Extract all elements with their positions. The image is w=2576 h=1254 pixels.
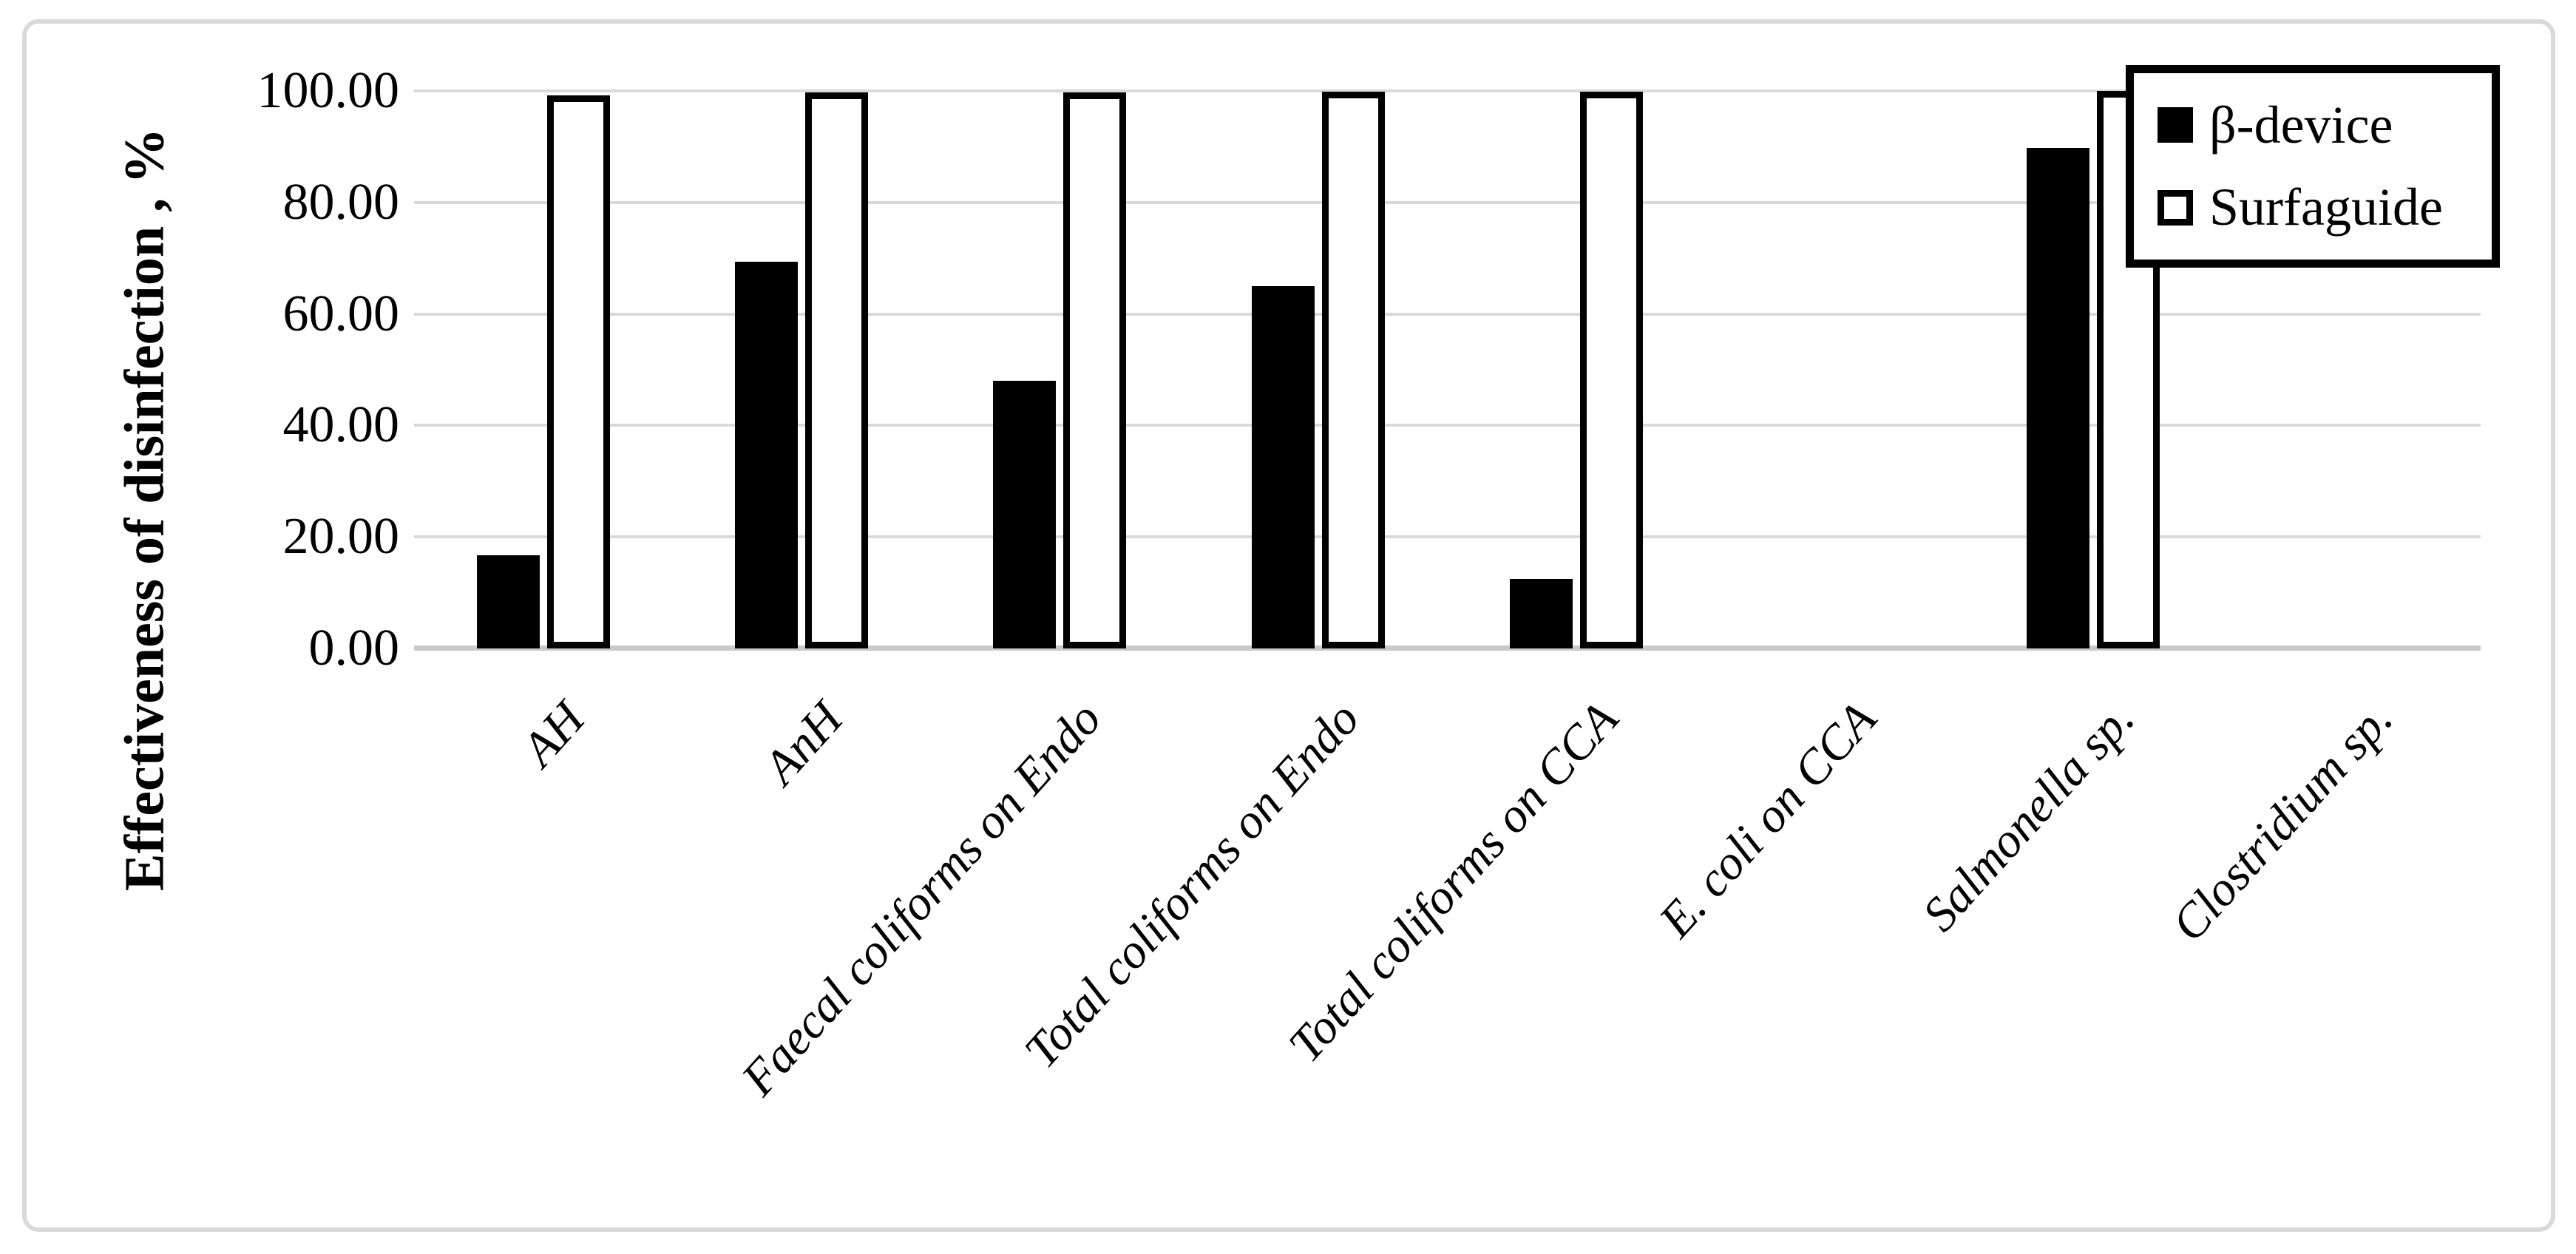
legend-item-surfaguide: Surfaguide — [2158, 177, 2492, 238]
x-axis-line — [414, 645, 2481, 651]
surfaguide-swatch-icon — [2158, 189, 2193, 226]
y-axis-title: Effectiveness of disinfection , % — [113, 127, 176, 892]
legend-label: Surfaguide — [2209, 177, 2443, 237]
legend: β-device Surfaguide — [2126, 65, 2500, 268]
plot-area — [414, 89, 2481, 651]
legend-label: β-device — [2209, 95, 2393, 155]
bar-beta-device-AH — [476, 555, 540, 648]
legend-item-beta-device: β-device — [2158, 95, 2492, 156]
y-tick-label: 0.00 — [308, 620, 400, 677]
y-tick-label: 100.00 — [257, 62, 400, 119]
y-tick-label: 20.00 — [282, 508, 400, 566]
bar-surfaguide-Total-coliforms-on-Endo — [1321, 92, 1385, 648]
bar-beta-device-AnH — [735, 262, 799, 648]
bar-surfaguide-AnH — [805, 92, 869, 648]
bar-beta-device-Total-coliforms-on-Endo — [1251, 286, 1315, 648]
bar-beta-device-Faecal-coliforms-on-Endo — [993, 381, 1057, 648]
y-tick-label: 60.00 — [282, 285, 400, 342]
bar-surfaguide-Total-coliforms-on-CCA — [1580, 92, 1644, 648]
y-tick-label: 80.00 — [282, 173, 400, 231]
y-tick-label: 40.00 — [282, 396, 400, 454]
bar-surfaguide-AH — [546, 95, 610, 648]
bar-beta-device-Total-coliforms-on-CCA — [1510, 579, 1573, 648]
gridline — [414, 200, 2481, 204]
gridline — [414, 312, 2481, 316]
gridline — [414, 424, 2481, 427]
gridline — [414, 89, 2481, 92]
gridline — [414, 535, 2481, 539]
bar-surfaguide-Faecal-coliforms-on-Endo — [1063, 92, 1127, 648]
beta-device-swatch-icon — [2158, 107, 2193, 143]
bar-beta-device-Salmonella-sp- — [2026, 148, 2089, 648]
